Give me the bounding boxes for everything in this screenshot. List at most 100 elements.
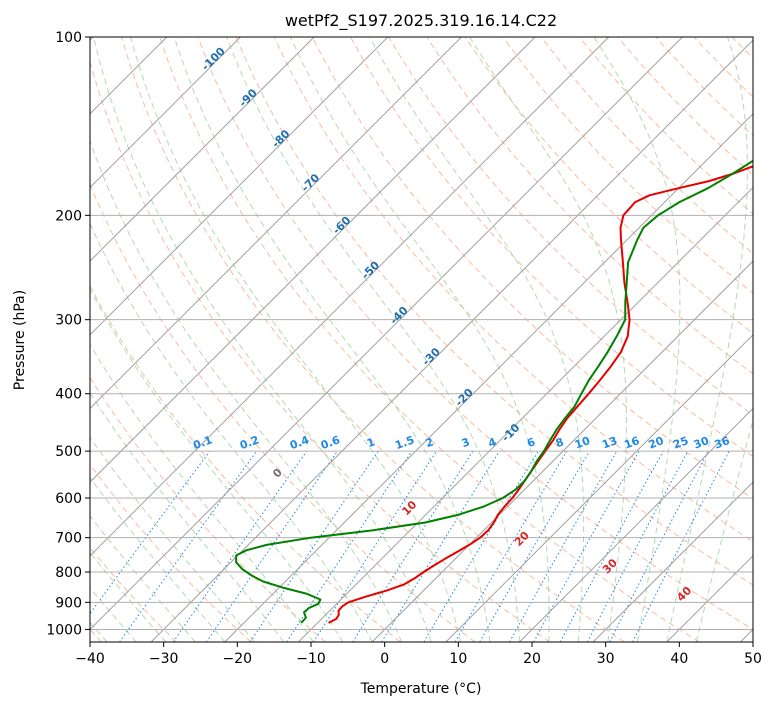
mixing-ratio-line <box>632 450 730 642</box>
y-tick-label: 700 <box>55 531 82 547</box>
dry-adiabat-line <box>159 37 700 642</box>
isotherm-line <box>298 186 753 642</box>
mixing-ratio-label: 25 <box>671 434 690 451</box>
mixing-ratio-line <box>172 450 308 642</box>
isotherm-line <box>445 334 753 642</box>
moist-adiabat-line <box>130 37 461 642</box>
plot-frame <box>89 36 754 643</box>
x-tick-label: 10 <box>449 651 467 667</box>
mixing-ratio-line <box>249 450 379 642</box>
moist-adiabat-line <box>90 436 255 642</box>
mixing-ratio-line <box>381 450 500 642</box>
mixing-ratio-line <box>205 450 338 642</box>
moist-adiabat-line <box>90 343 314 642</box>
mixing-ratio-label: 0.6 <box>319 433 342 452</box>
moist-adiabat-line <box>290 37 550 642</box>
mixing-ratio-line <box>90 450 211 615</box>
mixing-ratio-label: 20 <box>647 434 666 452</box>
x-tick-label: 30 <box>597 651 615 667</box>
x-tick-label: 20 <box>523 651 541 667</box>
x-tick-label: 0 <box>380 651 389 667</box>
isotherm-line <box>90 37 315 262</box>
dry-adiabat-line <box>90 376 327 642</box>
isotherm-line <box>90 37 683 631</box>
mixing-ratio-line <box>313 450 438 642</box>
dry-adiabat-line <box>273 37 753 543</box>
mixing-ratio-label: 3 <box>460 435 472 450</box>
mixing-ratio-label: 13 <box>600 434 619 451</box>
mixing-ratio-line <box>119 450 258 642</box>
y-tick-label: 800 <box>55 565 82 581</box>
profile-lines <box>235 159 753 624</box>
y-axis-label: Pressure (hPa) <box>12 290 28 390</box>
mixing-ratio-line <box>509 450 618 642</box>
y-tick-label: 400 <box>55 387 82 403</box>
isotherm-line <box>90 37 536 483</box>
moist-adiabat-line <box>90 551 167 642</box>
moist-adiabat-line <box>369 37 585 642</box>
x-tick-label: −40 <box>75 651 105 667</box>
dry-adiabat-line <box>311 37 753 500</box>
mixing-ratio-label: 10 <box>573 434 592 452</box>
mixing-ratio-label: 30 <box>692 434 711 452</box>
mixing-ratio-label: 1 <box>365 435 377 450</box>
moist-adiabat-line <box>469 37 627 642</box>
dry-adiabat-line <box>121 37 625 642</box>
isotherm-line <box>592 481 753 642</box>
moist-adiabat-line <box>90 476 226 642</box>
dewpoint-line <box>235 159 753 624</box>
mixing-ratio-lines <box>90 450 730 642</box>
mixing-ratio-label: 8 <box>554 435 566 450</box>
mixing-ratio-label: 0.4 <box>288 433 311 452</box>
axes: −40 −30 −20 −10 0 10 20 30 40 50 100 200 300 400 500 60… <box>46 30 762 667</box>
y-tick-label: 300 <box>55 313 82 329</box>
moist-adiabat-line <box>90 392 285 642</box>
dry-adiabat-line <box>90 463 252 642</box>
y-tick-label: 100 <box>55 30 82 46</box>
mixing-ratio-line <box>559 450 664 642</box>
chart-title: wetPf2_S197.2025.319.16.14.C22 <box>285 11 557 31</box>
isotherm-line <box>90 37 389 336</box>
moist-adiabat-line <box>226 37 520 642</box>
mixing-ratio-label: 36 <box>713 434 732 452</box>
mixing-ratio-line <box>533 450 640 642</box>
isobar-gridlines <box>90 37 753 630</box>
y-tick-label: 500 <box>55 444 82 460</box>
y-tick-label: 200 <box>55 208 82 224</box>
moist-adiabat-line <box>90 222 373 642</box>
x-tick-label: −30 <box>149 651 179 667</box>
isotherm-line <box>150 39 753 642</box>
moist-adiabat-line <box>93 37 432 642</box>
isotherm-line <box>90 37 241 189</box>
mixing-ratio-label: 0.1 <box>191 433 214 452</box>
moist-adiabat-line <box>90 287 344 642</box>
mixing-ratio-line <box>352 450 474 642</box>
mixing-ratio-label: 4 <box>486 435 498 450</box>
dry-adiabats <box>90 37 753 642</box>
moist-adiabats <box>90 37 753 642</box>
mixing-ratio-label: 1.5 <box>393 433 416 452</box>
dry-adiabat-line <box>235 37 753 586</box>
moist-adiabat-line <box>666 37 748 642</box>
isotherm-line <box>90 37 610 557</box>
x-axis-label: Temperature (°C) <box>360 681 482 697</box>
x-tick-label: 50 <box>744 651 762 667</box>
dry-adiabat-line <box>90 60 551 642</box>
y-tick-label: 600 <box>55 491 82 507</box>
dry-adiabat-line <box>502 37 753 294</box>
plot-area: -100-90-80-70-60-50-40-30-20-100.1 0.2 0.4… <box>90 37 753 642</box>
moist-adiabat-line <box>695 418 753 642</box>
x-tick-label: −20 <box>223 651 253 667</box>
y-tick-label: 1000 <box>46 622 82 638</box>
mixing-ratio-label: 0.2 <box>238 433 261 452</box>
isotherm-line <box>224 113 753 642</box>
isotherm-line <box>90 37 462 410</box>
x-tick-label: 40 <box>670 651 688 667</box>
moist-adiabat-line <box>90 139 403 642</box>
mixing-ratio-label: 2 <box>424 435 436 450</box>
y-tick-label: 900 <box>55 595 82 611</box>
x-tick-label: −10 <box>296 651 326 667</box>
isotherms <box>90 37 753 642</box>
